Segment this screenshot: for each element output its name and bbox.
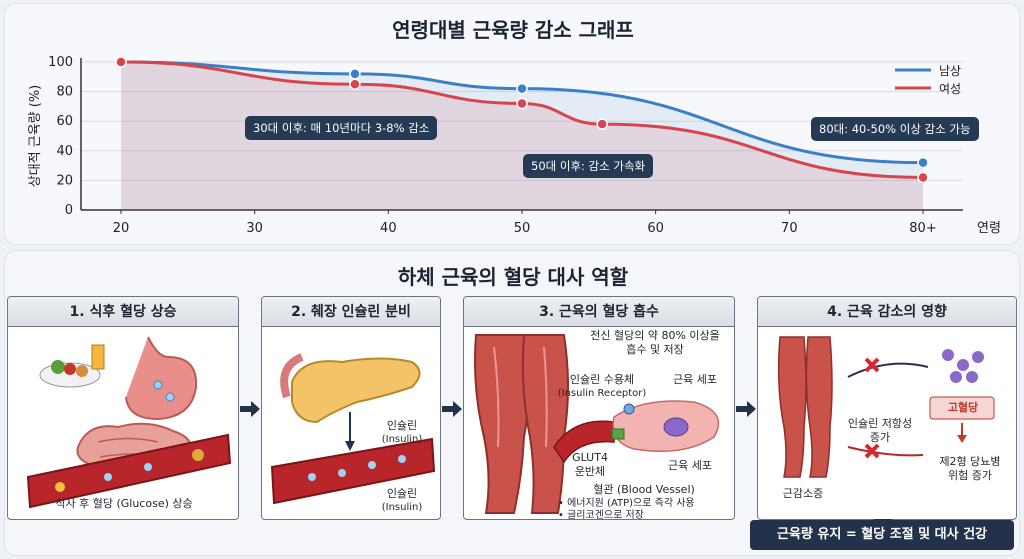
glucose-molecules-icon (942, 349, 984, 383)
thin-legs-icon (777, 336, 833, 478)
annotation-80s: 80대: 40-50% 이상 감소 가능 (811, 117, 979, 141)
hyperglycemia-label: 고혈당 (947, 401, 979, 414)
y-tick-label: 40 (56, 144, 73, 159)
annotation-50s: 50대 이후: 감소 가속화 (523, 154, 654, 178)
glut4-transporter-icon (611, 428, 625, 440)
panel-insulin-secretion: 2. 췌장 인슐린 분비 인슐린 (Insulin) 인슐린 (Insulin) (261, 296, 441, 520)
insulin-label-top-en: (Insulin) (381, 434, 423, 445)
blood-vessel-icon (270, 437, 436, 505)
arrow-right-icon (736, 401, 756, 417)
blood-vessel-label: 혈관 (Blood Vessel) (593, 483, 695, 496)
panel-1-caption: 식사 후 혈당 (Glucose) 상승 (55, 497, 193, 510)
series-area-0 (121, 62, 923, 210)
muscle-cell-label-top: 근육 세포 (673, 373, 717, 386)
cross-icon (864, 357, 880, 373)
section-title: 하체 근육의 혈당 대사 역할 (397, 265, 629, 289)
x-tick-label: 60 (647, 221, 664, 236)
legend-label-0: 남상 (939, 64, 961, 78)
annotation-30s: 30대 이후: 매 10년마다 3-8% 감소 (245, 116, 438, 140)
x-tick-label: 50 (514, 221, 531, 236)
uptake-note-line1: 전신 혈당의 약 80% 이상을 (590, 329, 720, 342)
panel-4-title: 4. 근육 감소의 영향 (758, 297, 1016, 327)
panel-muscle-loss-impact: 4. 근육 감소의 영향 고혈당 인슐린 저항성 증가 제2형 당뇨병 위험 증… (757, 296, 1017, 520)
cross-icon (864, 443, 880, 459)
glut4-label: GLUT4 (572, 451, 608, 464)
insulin-receptor-label-en: (Insulin Receptor) (557, 388, 647, 399)
y-tick-label: 0 (65, 203, 73, 218)
glut4-label-sub: 운반체 (574, 465, 606, 478)
diabetes-risk-label-sub: 위험 증가 (948, 469, 992, 482)
muscle-illustration (474, 334, 720, 514)
x-tick-label: 40 (380, 221, 397, 236)
insulin-receptor-icon (623, 403, 635, 415)
insulin-label-bottom-en: (Insulin) (381, 502, 423, 513)
y-tick-label: 60 (56, 114, 73, 129)
leg-muscle-icon (474, 334, 569, 514)
x-tick-label: 80+ (909, 221, 936, 236)
y-tick-label: 20 (56, 173, 73, 188)
uptake-note-line2: 흡수 및 저장 (626, 343, 684, 356)
data-point (349, 78, 361, 90)
data-point (349, 68, 361, 80)
data-point (516, 82, 528, 95)
legend-label-1: 여성 (939, 82, 961, 96)
muscle-cell-icon (612, 400, 720, 453)
data-point (516, 97, 528, 110)
pancreas-illustration (270, 353, 436, 505)
data-point (917, 171, 929, 184)
blood-vessel-icon (26, 433, 232, 509)
y-tick-label: 100 (48, 55, 73, 70)
panel-muscle-uptake: 3. 근육의 혈당 흡수 전신 혈당의 약 80% 이상을 흡수 및 저장 인슐… (463, 296, 735, 520)
bullet-atp: • 에너지원 (ATP)으로 즉각 사용 (558, 498, 695, 509)
panel-2-title: 2. 췌장 인슐린 분비 (262, 297, 440, 327)
chart-card: 연령대별 근육량 감소 그래프 0 20 40 60 80 100 20 30 40 50 60 70… (4, 3, 1020, 245)
arrow-right-icon (442, 401, 462, 417)
data-point (596, 118, 608, 130)
panel-postmeal-glucose: 1. 식후 혈당 상승 식사 후 혈당 (Glucose) 상승 (7, 296, 239, 520)
x-axis-label: 연령 (977, 221, 1001, 236)
insulin-label-top: 인슐린 (386, 419, 418, 432)
data-point (115, 56, 127, 68)
series-area-1 (121, 62, 923, 210)
series-line-0 (120, 60, 924, 165)
x-tick-label: 20 (113, 221, 130, 236)
data-point (917, 156, 929, 169)
panel-3-title: 3. 근육의 혈당 흡수 (464, 297, 734, 327)
diabetes-risk-label: 제2형 당뇨병 (939, 455, 1001, 468)
insulin-receptor-label: 인슐린 수용체 (569, 373, 635, 386)
x-tick-label: 30 (246, 221, 263, 236)
meal-plate-icon (39, 344, 105, 388)
muscle-mass-line-chart: 0 20 40 60 80 100 20 30 40 50 60 70 80+ 연령 상대적 근육량 (%)… (28, 55, 1001, 236)
y-axis-label: 상대적 근육량 (%) (28, 85, 43, 188)
insulin-resistance-label: 인슐린 저항성 (847, 417, 913, 430)
insulin-resistance-label-sub: 증가 (869, 431, 891, 444)
stomach-icon (125, 336, 198, 421)
pancreas-icon (280, 353, 421, 424)
chart-title: 연령대별 근육량 감소 그래프 (392, 18, 634, 42)
insulin-label-bottom: 인슐린 (386, 487, 418, 500)
arrow-right-icon (240, 401, 260, 417)
muscle-loss-illustration (777, 336, 995, 478)
panel-1-title: 1. 식후 혈당 상승 (8, 297, 238, 327)
result-summary: 근육량 유지 = 혈당 조절 및 대사 건강 (750, 520, 1014, 550)
x-tick-label: 70 (781, 221, 798, 236)
y-tick-label: 80 (56, 85, 73, 100)
hyperglycemia-badge (929, 396, 995, 420)
muscle-cell-label-bottom: 근육 세포 (668, 459, 712, 472)
sarcopenia-label: 근감소증 (782, 487, 824, 500)
metabolism-diagram: 하체 근육의 혈당 대사 역할 1. 식후 혈당 상승 식사 후 혈당 (G (4, 250, 1020, 556)
digestion-illustration (26, 336, 232, 509)
bullet-glycogen: • 글리코겐으로 저장 (558, 510, 644, 520)
